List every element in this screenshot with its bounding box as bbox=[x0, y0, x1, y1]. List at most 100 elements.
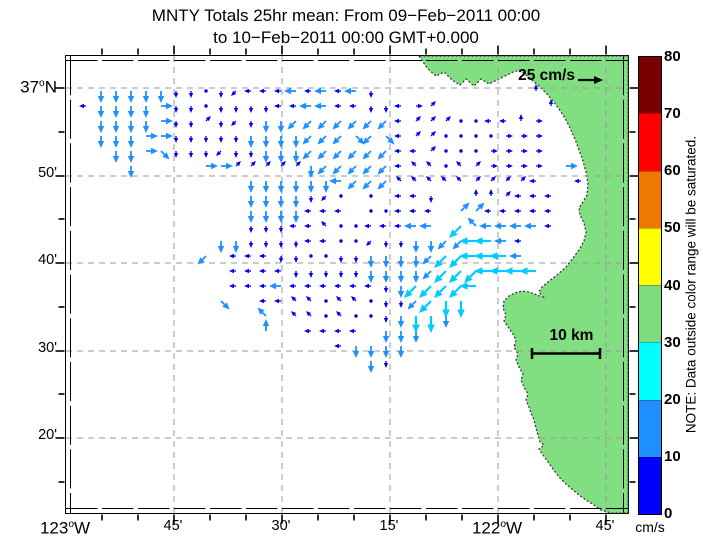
colorbar-units-label: cm/s bbox=[635, 519, 665, 535]
current-vector-head bbox=[411, 161, 417, 167]
current-vector-head bbox=[415, 131, 421, 137]
current-vector bbox=[324, 224, 327, 227]
current-vector-head bbox=[322, 186, 330, 193]
current-vector-head bbox=[362, 167, 370, 175]
current-vector-head bbox=[489, 267, 498, 275]
current-vector-head bbox=[218, 138, 224, 143]
current-vector-head bbox=[397, 276, 405, 283]
current-vector-head bbox=[409, 193, 414, 199]
current-vector-dot bbox=[324, 254, 328, 258]
current-vector-dot bbox=[459, 134, 463, 138]
current-vector-head bbox=[274, 268, 279, 274]
current-vector-head bbox=[248, 123, 254, 128]
current-vector-head bbox=[477, 202, 485, 210]
current-vector bbox=[429, 164, 432, 167]
current-vector-head bbox=[317, 137, 325, 145]
current-vector-head bbox=[462, 202, 470, 210]
current-vector-head bbox=[433, 289, 443, 299]
current-vector-head bbox=[319, 328, 324, 334]
current-vector bbox=[454, 225, 462, 233]
current-vector-head bbox=[377, 167, 385, 175]
current-vector-head bbox=[508, 148, 513, 154]
current-vector-head bbox=[422, 272, 430, 280]
current-vector-head bbox=[332, 122, 340, 130]
current-vector-head bbox=[571, 162, 578, 170]
current-vector-head bbox=[362, 182, 370, 190]
current-vector bbox=[439, 255, 447, 263]
current-vector-head bbox=[127, 111, 135, 118]
current-vector-head bbox=[307, 186, 315, 193]
current-vector-dot bbox=[474, 119, 478, 123]
current-vector-head bbox=[518, 114, 524, 119]
current-vector-head bbox=[415, 116, 421, 122]
current-vector-head bbox=[419, 222, 426, 230]
current-vector-head bbox=[394, 133, 399, 139]
current-vector bbox=[430, 149, 433, 152]
current-vector-head bbox=[430, 131, 436, 137]
colorbar-band bbox=[639, 113, 661, 171]
current-vector-head bbox=[529, 193, 534, 199]
current-vector-head bbox=[427, 324, 435, 333]
current-vector-head bbox=[430, 146, 436, 152]
current-vector-head bbox=[295, 161, 301, 167]
current-vector-dot bbox=[339, 224, 343, 228]
current-vector-head bbox=[397, 351, 405, 358]
current-vector-dot bbox=[204, 104, 208, 108]
current-vector-head bbox=[411, 176, 417, 182]
current-vector-head bbox=[304, 238, 309, 244]
current-vector-head bbox=[412, 276, 420, 283]
current-vector-head bbox=[319, 238, 324, 244]
current-vector-head bbox=[233, 108, 239, 113]
current-vector-head bbox=[353, 258, 359, 263]
current-vector-head bbox=[332, 137, 340, 145]
current-vector-head bbox=[383, 303, 389, 308]
current-vector-head bbox=[250, 161, 256, 167]
current-vector-head bbox=[523, 133, 528, 139]
current-vector bbox=[439, 285, 447, 293]
current-vector-head bbox=[319, 283, 324, 289]
current-vector-head bbox=[262, 156, 270, 163]
current-vector bbox=[160, 150, 166, 156]
current-vector bbox=[460, 206, 466, 212]
current-vector-head bbox=[533, 84, 539, 89]
current-vector-head bbox=[259, 253, 264, 259]
current-vector bbox=[426, 255, 432, 261]
current-vector bbox=[505, 194, 508, 197]
current-vector-head bbox=[448, 229, 458, 239]
x-tick-label: 30' bbox=[271, 518, 291, 534]
current-vector bbox=[426, 270, 432, 276]
current-vector-head bbox=[332, 152, 340, 160]
current-vector bbox=[424, 300, 432, 308]
current-vector-head bbox=[259, 298, 264, 304]
current-vector-head bbox=[396, 176, 402, 182]
current-vector-head bbox=[407, 302, 415, 310]
current-vector-head bbox=[229, 253, 234, 259]
current-vector-head bbox=[188, 123, 194, 128]
colorbar-band bbox=[639, 342, 661, 400]
current-vector-head bbox=[244, 253, 249, 259]
current-vector-head bbox=[277, 201, 285, 208]
current-vector-head bbox=[291, 296, 297, 302]
current-vector bbox=[366, 120, 372, 126]
current-vector-head bbox=[445, 116, 451, 122]
current-vector-head bbox=[456, 161, 462, 167]
current-vector-dot bbox=[444, 164, 448, 168]
current-vector-head bbox=[463, 274, 473, 284]
current-vector-head bbox=[262, 201, 270, 208]
current-vector-head bbox=[247, 216, 255, 223]
current-vector-head bbox=[173, 108, 179, 113]
current-vector-head bbox=[321, 221, 327, 227]
current-vector-head bbox=[274, 298, 279, 304]
current-vector-head bbox=[263, 243, 269, 248]
current-vector-head bbox=[505, 176, 511, 182]
current-vector bbox=[430, 119, 433, 122]
current-vector bbox=[294, 314, 297, 317]
current-vector bbox=[409, 285, 417, 293]
current-vector-head bbox=[289, 103, 294, 109]
current-vector-head bbox=[334, 88, 339, 94]
current-vector-head bbox=[274, 88, 279, 94]
current-vector-head bbox=[166, 102, 173, 110]
current-vector bbox=[235, 164, 238, 167]
current-vector bbox=[351, 180, 357, 186]
current-vector-head bbox=[394, 148, 399, 154]
